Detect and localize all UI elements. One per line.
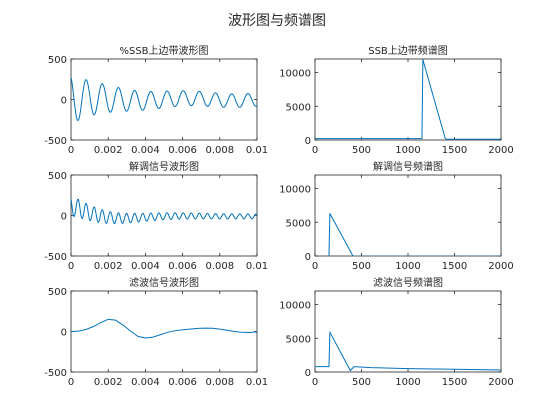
y-tick-label: 0 <box>305 136 311 147</box>
figure-title: 波形图与频谱图 <box>228 13 326 29</box>
y-tick-label: -500 <box>44 136 67 147</box>
axes-frame <box>70 174 258 257</box>
x-tick-label: 1000 <box>395 261 420 272</box>
x-tick-label: 1500 <box>442 261 467 272</box>
x-tick-label: 0 <box>68 261 74 272</box>
x-tick-label: 0 <box>68 145 74 156</box>
y-tick-label: 500 <box>48 171 67 182</box>
x-tick-label: 1000 <box>395 145 420 156</box>
y-tick-label: 500 <box>48 55 67 66</box>
y-tick-label: 0 <box>305 252 311 263</box>
x-tick-label: 0.008 <box>205 377 234 388</box>
subplot-6: 滤波信号频谱图 0 500 1000 1500 2000 0 5000 10000 <box>279 276 514 388</box>
x-tick-label: 0.002 <box>94 145 123 156</box>
y-tick-label: 10000 <box>279 301 311 312</box>
y-tick-label: 0 <box>305 368 311 379</box>
axes-frame <box>314 290 502 373</box>
x-tick-label: 1500 <box>442 377 467 388</box>
x-tick-label: 0.006 <box>168 145 197 156</box>
series-line <box>315 59 501 140</box>
x-tick-label: 0 <box>312 261 318 272</box>
x-tick-label: 1500 <box>442 145 467 156</box>
axes-frame <box>70 58 258 141</box>
series-line <box>315 331 501 372</box>
y-tick-label: 10000 <box>279 69 311 80</box>
y-tick-label: -500 <box>44 252 67 263</box>
x-tick-label: 2000 <box>488 261 513 272</box>
series-line <box>71 198 257 225</box>
y-tick-label: 0 <box>61 328 67 339</box>
x-tick-label: 500 <box>352 377 371 388</box>
series-line <box>71 77 257 121</box>
x-tick-label: 0.002 <box>94 261 123 272</box>
x-tick-label: 0.006 <box>168 377 197 388</box>
axes-frame <box>314 58 502 141</box>
axes-frame <box>70 290 258 373</box>
x-tick-label: 0.008 <box>205 145 234 156</box>
axes-frame <box>314 174 502 257</box>
x-tick-label: 0.01 <box>246 145 268 156</box>
x-tick-label: 0.008 <box>205 261 234 272</box>
x-tick-label: 0.004 <box>131 261 160 272</box>
x-tick-label: 1000 <box>395 377 420 388</box>
y-tick-label: 5000 <box>286 218 311 229</box>
x-tick-label: 0.004 <box>131 145 160 156</box>
y-tick-label: 0 <box>61 212 67 223</box>
x-tick-label: 0.01 <box>246 261 268 272</box>
x-tick-label: 500 <box>352 145 371 156</box>
x-tick-label: 2000 <box>488 377 513 388</box>
x-tick-label: 500 <box>352 261 371 272</box>
subplot-title: 滤波信号频谱图 <box>373 276 443 289</box>
subplot-title: SSB上边带频谱图 <box>368 44 448 57</box>
y-tick-label: 10000 <box>279 185 311 196</box>
x-tick-label: 0 <box>312 377 318 388</box>
subplot-title: 解调信号频谱图 <box>373 160 443 173</box>
x-tick-label: 0 <box>68 377 74 388</box>
y-tick-label: 5000 <box>286 102 311 113</box>
x-tick-label: 0.01 <box>246 377 268 388</box>
series-line <box>71 318 257 339</box>
y-tick-label: 0 <box>61 96 67 107</box>
x-tick-label: 2000 <box>488 145 513 156</box>
subplot-2: SSB上边带频谱图 0 500 1000 1500 2000 0 5000 10000 <box>279 44 514 156</box>
y-tick-label: 5000 <box>286 334 311 345</box>
subplot-title: 滤波信号波形图 <box>129 276 199 289</box>
y-tick-label: 500 <box>48 287 67 298</box>
subplot-title: %SSB上边带波形图 <box>119 44 208 57</box>
x-tick-label: 0.006 <box>168 261 197 272</box>
x-tick-label: 0.002 <box>94 377 123 388</box>
series-line <box>328 212 501 256</box>
y-tick-label: -500 <box>44 368 67 379</box>
subplot-4: 解调信号频谱图 0 500 1000 1500 2000 0 5000 10000 <box>279 160 514 272</box>
x-tick-label: 0.004 <box>131 377 160 388</box>
x-tick-label: 0 <box>312 145 318 156</box>
subplot-title: 解调信号波形图 <box>129 160 199 173</box>
